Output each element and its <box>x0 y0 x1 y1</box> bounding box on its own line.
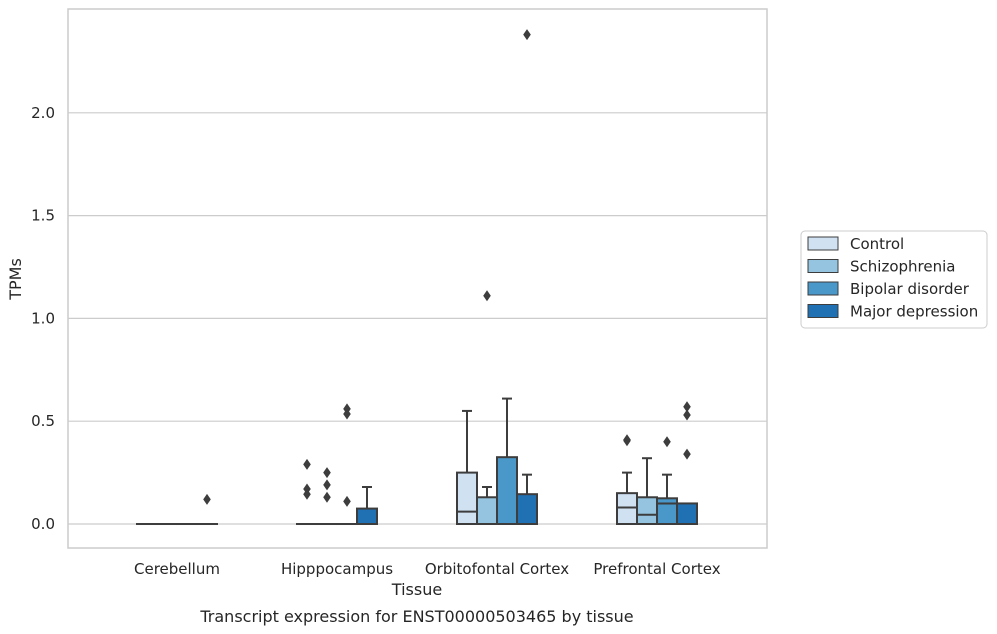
box-body <box>456 471 478 526</box>
box-major-depression <box>676 401 698 526</box>
outlier-point <box>323 479 331 491</box>
box-body <box>496 456 518 525</box>
box-major-depression <box>196 493 218 526</box>
legend-swatch <box>807 259 839 273</box>
legend-frame <box>800 230 988 329</box>
box-major-depression <box>356 485 378 525</box>
outlier-point <box>323 467 331 479</box>
box-body <box>636 496 658 526</box>
legend-item: Schizophrenia <box>807 258 955 276</box>
legend-label: Major depression <box>850 303 978 321</box>
boxes <box>136 29 698 526</box>
outlier-point <box>343 495 351 507</box>
box-body <box>676 502 698 526</box>
y-tick-label: 0.0 <box>31 515 55 533</box>
outlier-point <box>523 29 531 41</box>
legend-item: Control <box>807 235 904 253</box>
box-schizophrenia <box>636 457 658 526</box>
box-control <box>456 409 478 526</box>
box-bipolar-disorder <box>336 403 358 526</box>
box-body <box>656 497 678 525</box>
legend-label: Bipolar disorder <box>850 280 970 298</box>
x-axis-title: Tissue <box>391 580 442 599</box>
chart-caption: Transcript expression for ENST0000050346… <box>199 607 633 626</box>
outlier-point <box>483 290 491 302</box>
legend-swatch <box>807 304 839 318</box>
outlier-point <box>663 436 671 448</box>
box-body <box>616 492 638 526</box>
y-tick-label: 1.5 <box>31 207 55 225</box>
x-tick-labels: Cerebellum Hipppocampus Orbitofontal Corte… <box>134 560 721 578</box>
box-schizophrenia <box>476 290 498 526</box>
x-tick-label: Orbitofontal Cortex <box>425 560 569 578</box>
outlier-point <box>623 435 631 447</box>
legend-item: Bipolar disorder <box>807 280 970 298</box>
outlier-point <box>303 458 311 470</box>
plot-frame <box>67 8 768 549</box>
x-tick-label: Cerebellum <box>134 560 220 578</box>
x-tick-label: Prefrontal Cortex <box>593 560 720 578</box>
box-body <box>356 507 378 525</box>
y-tick-labels: 0.0 0.5 1.0 1.5 2.0 <box>31 104 55 533</box>
legend-item: Major depression <box>807 303 978 321</box>
box-bipolar-disorder <box>496 397 518 525</box>
outlier-point <box>323 491 331 503</box>
legend-label: Schizophrenia <box>850 258 955 276</box>
outlier-point <box>683 448 691 460</box>
legend-label: Control <box>850 235 904 253</box>
box-body <box>476 496 498 526</box>
y-axis-title: TPMs <box>6 258 25 301</box>
box-major-depression <box>516 29 538 525</box>
outlier-point <box>683 401 691 413</box>
box-control <box>296 458 318 526</box>
x-tick-label: Hipppocampus <box>281 560 393 578</box>
legend-swatch <box>807 236 839 251</box>
y-tick-label: 0.5 <box>31 412 55 430</box>
y-grid <box>68 112 767 525</box>
outlier-point <box>683 409 691 421</box>
legend: Control Schizophrenia Bipolar disorder Majo… <box>800 230 988 329</box>
box-body <box>516 493 538 525</box>
outlier-point <box>343 408 351 420</box>
y-tick-label: 2.0 <box>31 104 55 122</box>
y-tick-label: 1.0 <box>31 309 55 327</box>
outlier-point <box>303 488 311 500</box>
outlier-point <box>203 493 211 505</box>
box-bipolar-disorder <box>656 436 678 525</box>
legend-swatch <box>807 281 839 296</box>
box-schizophrenia <box>316 467 338 526</box>
box-control <box>616 434 638 526</box>
